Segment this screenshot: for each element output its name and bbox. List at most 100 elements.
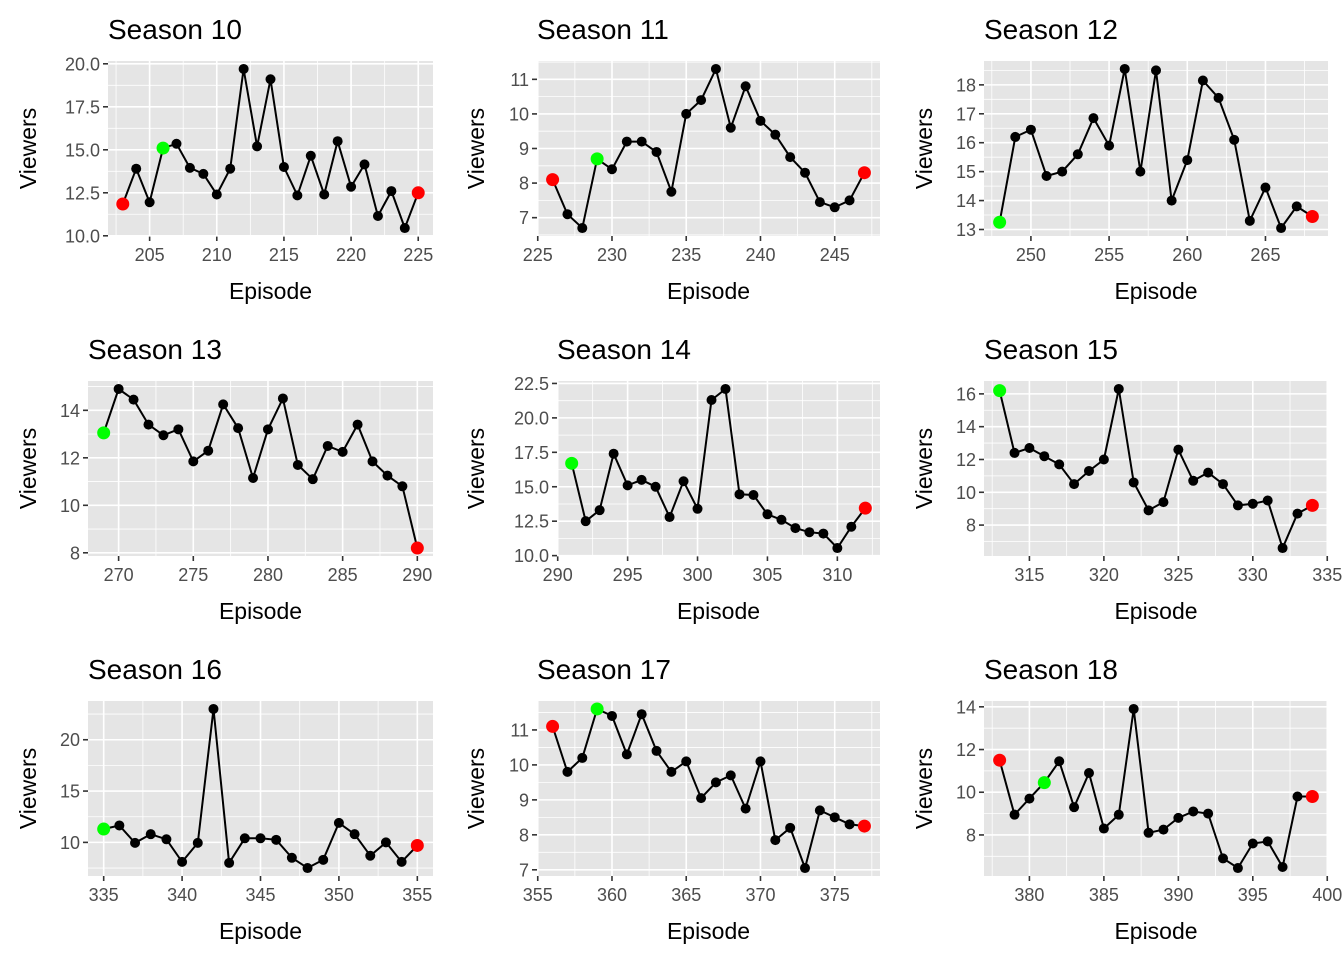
highlight-point-endpoint [857,166,871,180]
data-point [396,856,407,867]
data-point [1247,498,1258,509]
highlight-point-max [97,822,111,836]
data-point [755,756,766,767]
y-tick-label: 17.5 [514,443,549,463]
data-point [265,74,276,85]
x-tick-label: 255 [1094,245,1124,265]
y-tick-label: 20 [60,730,80,750]
data-point [333,817,344,828]
data-point [762,509,773,520]
data-point [594,505,605,516]
x-tick-label: 210 [202,245,232,265]
data-point [1072,149,1083,160]
data-point [211,189,222,200]
y-tick-label: 15.0 [65,140,100,160]
y-tick-label: 8 [966,825,976,845]
y-tick-label: 14 [956,697,976,717]
data-point [844,819,855,830]
data-point [114,820,125,831]
highlight-point-max [1037,776,1051,790]
data-point [681,756,692,767]
data-point [1188,806,1199,817]
y-tick-label: 10.0 [514,546,549,566]
x-tick-label: 365 [671,885,701,905]
y-tick-label: 10.0 [65,226,100,246]
x-tick-label: 235 [671,245,701,265]
data-point [1232,863,1243,874]
data-point [664,512,675,523]
data-point [177,856,188,867]
data-point [734,489,745,500]
y-axis-title: Viewers [463,748,489,829]
data-point [608,448,619,459]
y-tick-label: 7 [519,208,529,228]
y-tick-label: 12.5 [514,512,549,532]
data-point [770,129,781,140]
data-point [145,829,156,840]
x-tick-label: 400 [1312,885,1342,905]
data-point [696,793,707,804]
data-point [1009,447,1020,458]
data-point [748,490,759,501]
data-point [720,383,731,394]
data-point [681,108,692,119]
y-tick-label: 17.5 [65,97,100,117]
panel-background [984,701,1328,876]
panel-title: Season 13 [88,334,222,365]
data-point [1025,124,1036,135]
panel-season-17: 355 360 365 370 375 7 8 9 10 11 Season 17 Episode Vi… [463,654,880,944]
data-point [785,152,796,163]
y-axis-title: Viewers [15,108,41,189]
data-point [292,190,303,201]
data-point [804,527,815,538]
data-point [1229,134,1240,145]
y-tick-label: 12 [60,448,80,468]
highlight-point-endpoint [1305,209,1319,223]
data-point [814,805,825,816]
data-point [302,863,313,874]
data-point [1069,479,1080,490]
panel-season-18: 380 385 390 395 400 8 10 12 14 Season 18 Episode Vi… [911,654,1342,944]
data-point [1113,383,1124,394]
x-tick-label: 375 [820,885,850,905]
y-tick-label: 8 [966,516,976,536]
y-tick-label: 7 [519,860,529,880]
data-point [113,383,124,394]
x-tick-label: 315 [1014,565,1044,585]
x-tick-label: 275 [178,565,208,585]
data-point [846,521,857,532]
data-point [1024,793,1035,804]
data-point [318,854,329,865]
x-tick-label: 205 [135,245,165,265]
panel-title: Season 15 [984,334,1118,365]
y-tick-label: 13 [956,220,976,240]
data-point [1262,836,1273,847]
data-point [397,481,408,492]
y-axis-title: Viewers [911,428,937,509]
x-tick-label: 305 [752,565,782,585]
highlight-point-endpoint [858,501,872,515]
x-tick-label: 290 [402,565,432,585]
y-tick-label: 17 [956,104,976,124]
data-point [725,122,736,133]
data-point [666,766,677,777]
data-point [1276,223,1287,234]
data-point [248,472,259,483]
data-point [1173,444,1184,455]
series-line [570,387,867,550]
x-tick-label: 355 [523,885,553,905]
data-point [1244,215,1255,226]
data-point [307,474,318,485]
data-point [1083,768,1094,779]
data-point [173,424,184,435]
data-point [252,141,263,152]
x-axis-title: Episode [1114,598,1197,624]
panel-season-15: 315 320 325 330 335 8 10 12 14 16 Season 15 Episode… [911,334,1342,624]
data-point [1119,63,1130,74]
y-tick-label: 20.0 [514,408,549,428]
data-point [1232,500,1243,511]
x-tick-label: 295 [613,565,643,585]
data-point [1113,809,1124,820]
data-point [144,197,155,208]
